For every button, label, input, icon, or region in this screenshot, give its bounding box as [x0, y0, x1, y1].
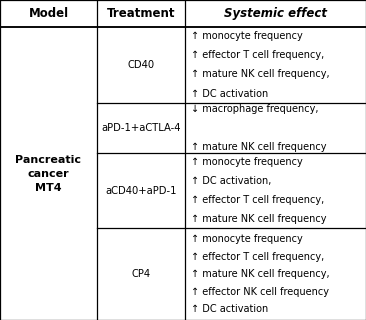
Text: ↑ mature NK cell frequency: ↑ mature NK cell frequency [191, 142, 327, 152]
Text: CD40: CD40 [127, 60, 154, 70]
Text: ↓ macrophage frequency,: ↓ macrophage frequency, [191, 104, 319, 114]
Text: Systemic effect: Systemic effect [224, 7, 327, 20]
Text: Treatment: Treatment [107, 7, 175, 20]
Text: ↑ mature NK cell frequency: ↑ mature NK cell frequency [191, 214, 327, 224]
Text: aCD40+aPD-1: aCD40+aPD-1 [105, 186, 177, 196]
Text: ↑ monocyte frequency: ↑ monocyte frequency [191, 234, 303, 244]
Text: ↑ effector T cell frequency,: ↑ effector T cell frequency, [191, 252, 325, 262]
Text: ↑ effector NK cell frequency: ↑ effector NK cell frequency [191, 287, 329, 297]
Text: ↑ effector T cell frequency,: ↑ effector T cell frequency, [191, 195, 325, 205]
Text: ↑ mature NK cell frequency,: ↑ mature NK cell frequency, [191, 69, 330, 79]
Text: ↑ monocyte frequency: ↑ monocyte frequency [191, 157, 303, 167]
Text: CP4: CP4 [131, 269, 150, 279]
Text: aPD-1+aCTLA-4: aPD-1+aCTLA-4 [101, 123, 181, 133]
Text: Pancreatic
cancer
MT4: Pancreatic cancer MT4 [15, 155, 82, 193]
Text: ↑ effector T cell frequency,: ↑ effector T cell frequency, [191, 50, 325, 60]
Text: Model: Model [29, 7, 68, 20]
Text: ↑ DC activation: ↑ DC activation [191, 304, 269, 314]
Text: ↑ mature NK cell frequency,: ↑ mature NK cell frequency, [191, 269, 330, 279]
Text: ↑ DC activation: ↑ DC activation [191, 89, 269, 99]
Text: ↑ monocyte frequency: ↑ monocyte frequency [191, 31, 303, 41]
Text: ↑ DC activation,: ↑ DC activation, [191, 176, 272, 186]
